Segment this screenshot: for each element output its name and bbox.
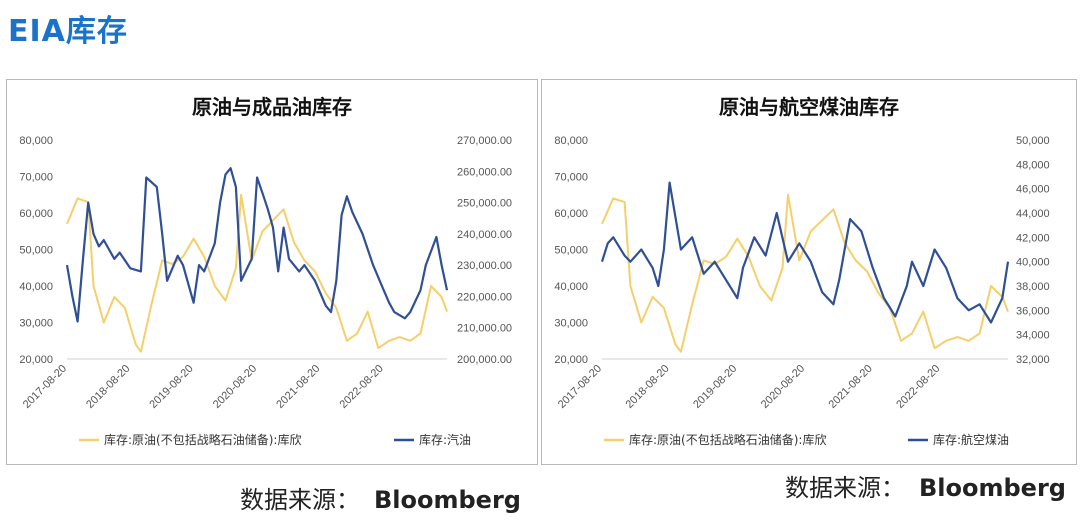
y-right-tick-label: 46,000 bbox=[1016, 184, 1050, 196]
data-source-left: 数据来源： Bloomberg bbox=[240, 480, 521, 515]
y-left-tick-label: 50,000 bbox=[554, 245, 588, 257]
chart-crude-products: 原油与成品油库存 20,000 30,000 40,000 50,000 60,000 70… bbox=[19, 95, 512, 447]
y-left-tick-label: 60,000 bbox=[554, 208, 588, 220]
y-left-tick-label: 80,000 bbox=[554, 135, 588, 147]
legend-label: 库存:原油(不包括战略石油储备):库欣 bbox=[104, 432, 301, 447]
source-label: 数据来源： bbox=[240, 486, 360, 514]
y-left-tick-label: 80,000 bbox=[19, 135, 53, 147]
chart-title: 原油与成品油库存 bbox=[192, 95, 352, 119]
legend-label: 库存:原油(不包括战略石油储备):库欣 bbox=[629, 432, 826, 447]
y-right-tick-label: 48,000 bbox=[1016, 159, 1050, 171]
chart-crude-jetfuel: 原油与航空煤油库存 20,000 30,000 40,000 50,000 60,000 7… bbox=[554, 95, 1050, 447]
source-label: 数据来源： bbox=[785, 474, 905, 502]
x-tick-label: 2018-08-20 bbox=[84, 363, 132, 411]
y-left-tick-label: 70,000 bbox=[19, 172, 53, 184]
y-left-tick-label: 40,000 bbox=[19, 281, 53, 293]
y-right-tick-label: 200,000.00 bbox=[457, 354, 512, 366]
y-left-tick-label: 70,000 bbox=[554, 172, 588, 184]
x-tick-label: 2021-08-20 bbox=[827, 363, 875, 411]
data-source-right: 数据来源： Bloomberg bbox=[785, 468, 1066, 503]
y-right-tick-label: 38,000 bbox=[1016, 281, 1050, 293]
y-right-tick-label: 32,000 bbox=[1016, 354, 1050, 366]
chart-panel-crude-jetfuel: 原油与航空煤油库存 20,000 30,000 40,000 50,000 60,000 7… bbox=[541, 79, 1077, 465]
y-right-tick-label: 270,000.00 bbox=[457, 135, 512, 147]
x-tick-label: 2017-08-20 bbox=[556, 363, 604, 411]
x-tick-label: 2021-08-20 bbox=[274, 363, 322, 411]
y-left-tick-label: 30,000 bbox=[19, 318, 53, 330]
y-right-tick-label: 250,000.00 bbox=[457, 198, 512, 210]
x-tick-label: 2022-08-20 bbox=[338, 363, 386, 411]
y-right-tick-label: 230,000.00 bbox=[457, 260, 512, 272]
y-right-tick-label: 50,000 bbox=[1016, 135, 1050, 147]
series-line-product bbox=[65, 167, 449, 323]
x-tick-label: 2020-08-20 bbox=[211, 363, 259, 411]
y-left-tick-label: 50,000 bbox=[19, 245, 53, 257]
x-tick-label: 2020-08-20 bbox=[759, 363, 807, 411]
y-right-tick-label: 34,000 bbox=[1016, 330, 1050, 342]
y-right-tick-label: 40,000 bbox=[1016, 257, 1050, 269]
chart-panel-crude-products: 原油与成品油库存 20,000 30,000 40,000 50,000 60,000 70… bbox=[6, 79, 538, 465]
x-tick-label: 2018-08-20 bbox=[623, 363, 671, 411]
series-line-crude bbox=[66, 193, 448, 353]
page-title: EIA库存 bbox=[8, 14, 128, 49]
y-left-tick-label: 20,000 bbox=[19, 354, 53, 366]
series-line-crude bbox=[601, 193, 1009, 353]
x-tick-label: 2022-08-20 bbox=[894, 363, 942, 411]
x-tick-label: 2019-08-20 bbox=[691, 363, 739, 411]
y-right-tick-label: 44,000 bbox=[1016, 208, 1050, 220]
y-left-tick-label: 30,000 bbox=[554, 318, 588, 330]
y-right-tick-label: 42,000 bbox=[1016, 232, 1050, 244]
x-tick-label: 2017-08-20 bbox=[21, 363, 69, 411]
y-right-tick-label: 240,000.00 bbox=[457, 229, 512, 241]
y-right-tick-label: 210,000.00 bbox=[457, 323, 512, 335]
series-line-product bbox=[600, 181, 1010, 324]
y-left-tick-label: 60,000 bbox=[19, 208, 53, 220]
y-right-tick-label: 36,000 bbox=[1016, 305, 1050, 317]
source-name: Bloomberg bbox=[374, 486, 521, 514]
y-right-tick-label: 260,000.00 bbox=[457, 166, 512, 178]
legend-label: 库存:汽油 bbox=[419, 432, 471, 447]
chart-title: 原油与航空煤油库存 bbox=[719, 95, 899, 119]
y-right-tick-label: 220,000.00 bbox=[457, 291, 512, 303]
legend-label: 库存:航空煤油 bbox=[933, 432, 1009, 447]
x-tick-label: 2019-08-20 bbox=[147, 363, 195, 411]
source-name: Bloomberg bbox=[919, 474, 1066, 502]
y-left-tick-label: 40,000 bbox=[554, 281, 588, 293]
y-left-tick-label: 20,000 bbox=[554, 354, 588, 366]
